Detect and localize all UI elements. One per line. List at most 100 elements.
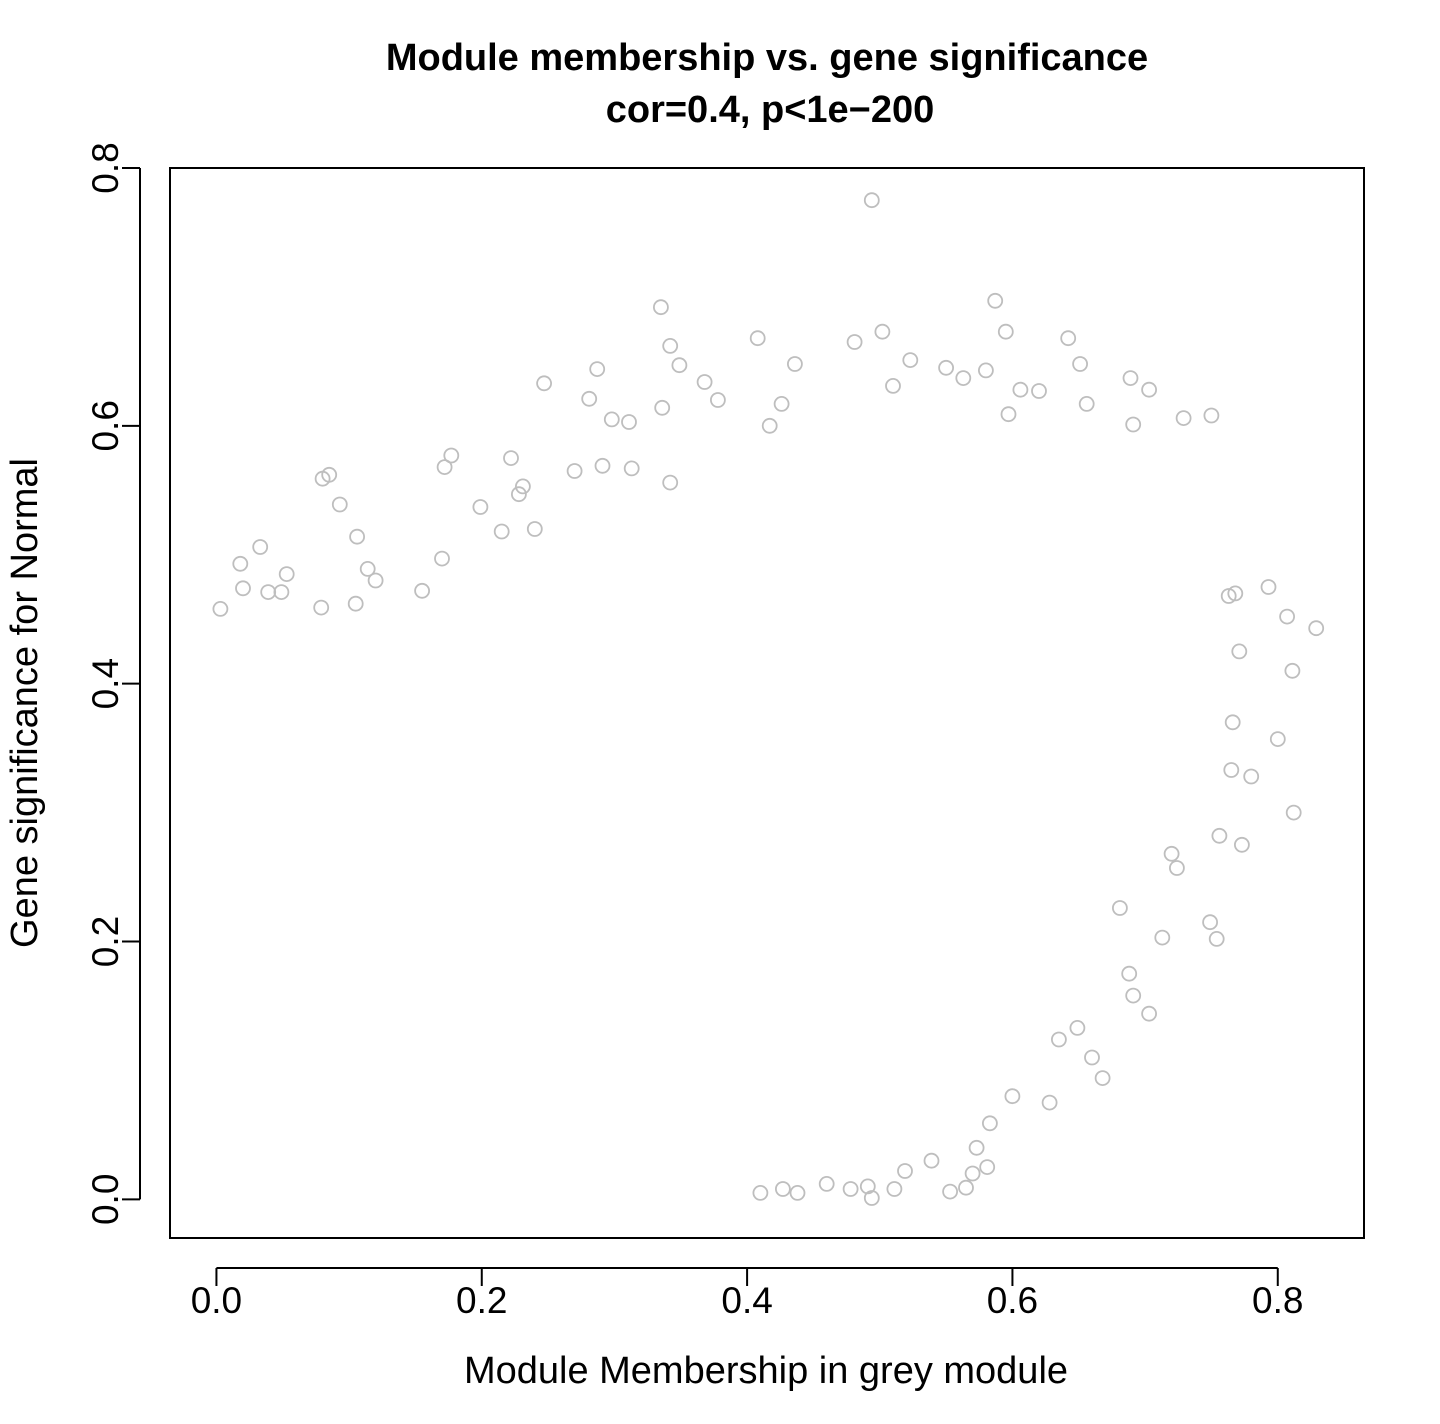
x-tick-label: 0.2 bbox=[456, 1280, 507, 1321]
data-point bbox=[367, 572, 384, 589]
data-point bbox=[752, 1185, 769, 1201]
data-point bbox=[863, 192, 880, 209]
data-point bbox=[710, 392, 726, 408]
data-point bbox=[662, 474, 679, 491]
data-point bbox=[1094, 1070, 1111, 1086]
data-point bbox=[623, 460, 640, 477]
data-point bbox=[874, 323, 891, 340]
data-point bbox=[979, 1159, 996, 1175]
data-point bbox=[1041, 1094, 1058, 1111]
y-tick-label: 0.0 bbox=[85, 1174, 126, 1225]
data-point bbox=[968, 1139, 985, 1156]
data-point bbox=[1004, 1088, 1021, 1105]
data-point bbox=[566, 463, 583, 479]
x-tick-label: 0.8 bbox=[1252, 1280, 1303, 1321]
data-point bbox=[1202, 914, 1218, 931]
data-point bbox=[958, 1179, 974, 1196]
y-axis: 0.0 0.2 0.4 0.6 0.8 bbox=[85, 142, 141, 1225]
data-point bbox=[696, 374, 713, 390]
data-point bbox=[212, 601, 229, 617]
data-point bbox=[902, 352, 919, 369]
data-point bbox=[434, 550, 450, 567]
data-point bbox=[314, 470, 331, 487]
data-point bbox=[1208, 931, 1225, 947]
data-point bbox=[1224, 714, 1241, 731]
data-point bbox=[1000, 406, 1017, 423]
data-point bbox=[1231, 643, 1248, 660]
y-tick-label: 0.8 bbox=[85, 142, 126, 193]
data-point bbox=[621, 414, 637, 430]
data-point bbox=[923, 1152, 940, 1169]
data-point bbox=[1060, 330, 1077, 347]
data-point bbox=[964, 1165, 981, 1182]
data-point bbox=[436, 459, 453, 476]
data-point bbox=[472, 499, 489, 515]
data-point bbox=[997, 323, 1014, 340]
data-point bbox=[938, 359, 954, 376]
data-point bbox=[662, 337, 679, 354]
data-point bbox=[414, 582, 431, 599]
data-point bbox=[1031, 383, 1047, 399]
data-point bbox=[536, 375, 552, 392]
data-point bbox=[1169, 860, 1185, 876]
data-point bbox=[1234, 836, 1250, 853]
data-point bbox=[654, 399, 671, 416]
data-point bbox=[1227, 585, 1244, 602]
data-point bbox=[581, 390, 598, 407]
data-point bbox=[347, 595, 364, 612]
data-point bbox=[818, 1176, 835, 1192]
data-point bbox=[589, 361, 606, 378]
data-point bbox=[1051, 1031, 1067, 1048]
data-point bbox=[515, 478, 531, 495]
data-point bbox=[1072, 356, 1088, 372]
x-tick-label: 0.4 bbox=[721, 1280, 772, 1321]
data-point bbox=[1141, 381, 1157, 398]
plot-frame bbox=[169, 167, 1365, 1239]
data-point bbox=[1220, 588, 1237, 604]
data-point bbox=[359, 561, 376, 577]
data-point bbox=[278, 566, 295, 582]
data-point bbox=[1125, 987, 1142, 1004]
data-point bbox=[955, 370, 972, 387]
data-point bbox=[1141, 1005, 1157, 1022]
data-point bbox=[789, 1185, 806, 1201]
data-points-layer bbox=[212, 192, 1325, 1206]
data-point bbox=[1285, 804, 1302, 821]
data-point bbox=[273, 584, 290, 600]
data-point bbox=[863, 1190, 880, 1206]
data-point bbox=[859, 1178, 876, 1195]
data-point bbox=[1078, 395, 1095, 412]
data-point bbox=[1154, 929, 1171, 946]
data-point bbox=[1279, 608, 1295, 625]
data-point bbox=[653, 299, 669, 316]
data-point bbox=[252, 539, 269, 555]
data-point bbox=[1121, 965, 1138, 982]
data-point bbox=[1125, 416, 1142, 433]
data-point bbox=[1211, 827, 1228, 844]
x-tick-label: 0.6 bbox=[987, 1280, 1038, 1321]
data-point bbox=[232, 555, 249, 572]
data-point bbox=[1084, 1049, 1100, 1066]
data-point bbox=[749, 330, 766, 347]
x-axis: 0.0 0.2 0.4 0.6 0.8 bbox=[191, 1267, 1303, 1321]
data-point bbox=[787, 356, 803, 372]
data-point bbox=[526, 521, 543, 537]
data-point bbox=[842, 1181, 859, 1197]
data-point bbox=[235, 580, 251, 597]
y-tick-label: 0.6 bbox=[85, 400, 126, 451]
data-point bbox=[1260, 579, 1277, 595]
data-point bbox=[1069, 1020, 1086, 1036]
x-axis-label: Module Membership in grey module bbox=[464, 1350, 1068, 1392]
chart-subtitle: cor=0.4, p<1e−200 bbox=[606, 89, 935, 131]
data-point bbox=[493, 523, 510, 540]
data-point bbox=[761, 417, 778, 434]
data-point bbox=[1175, 410, 1192, 427]
data-point bbox=[1163, 845, 1180, 862]
data-point bbox=[846, 334, 863, 350]
data-point bbox=[1223, 762, 1240, 778]
data-point bbox=[443, 447, 460, 464]
data-point bbox=[942, 1183, 958, 1200]
data-point bbox=[594, 457, 611, 474]
data-point bbox=[982, 1115, 998, 1132]
